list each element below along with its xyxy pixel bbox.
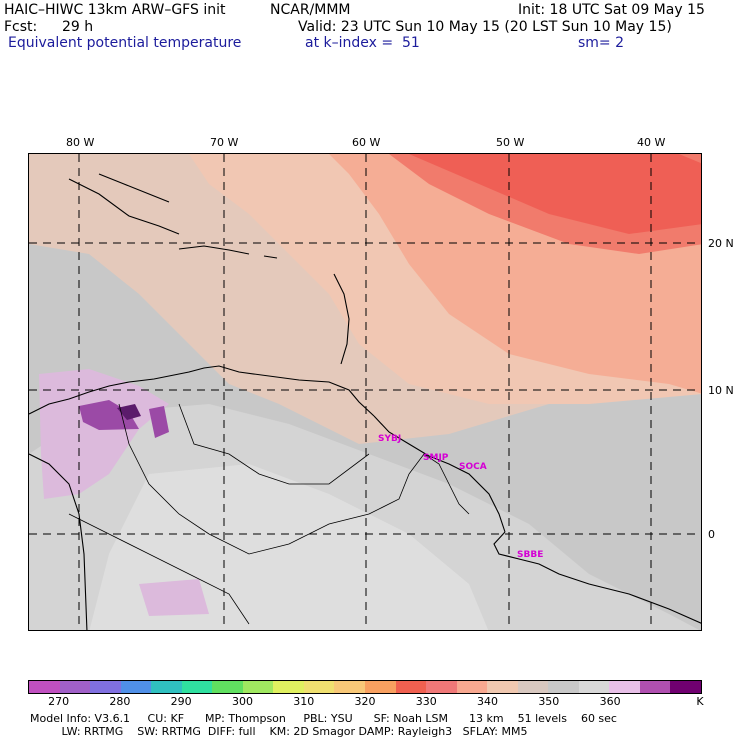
colorbar — [28, 680, 702, 694]
colorbar-swatch — [120, 681, 152, 693]
colorbar-swatch — [29, 681, 60, 693]
theta-e-region-330 — [409, 154, 701, 234]
init-time: Init: 18 UTC Sat 09 May 15 — [518, 2, 705, 18]
colorbar-swatch — [212, 681, 243, 693]
theta-e-map: SYBJ SMJP SOCA SBBE — [28, 153, 702, 631]
colorbar-swatch — [578, 681, 610, 693]
colorbar-tick-label: 340 — [477, 695, 499, 708]
border-line — [408, 453, 470, 515]
colorbar-tick-label: 290 — [170, 695, 192, 708]
model-info-line2: LW: RRTMG SW: RRTMG DIFF: full KM: 2D Sm… — [30, 725, 528, 738]
colorbar-tick-label: 360 — [599, 695, 621, 708]
lon-label: 60 W — [352, 136, 381, 149]
coastlines — [29, 173, 701, 630]
colorbar-swatch — [90, 681, 121, 693]
border-line — [118, 403, 410, 555]
colorbar-swatch — [426, 681, 457, 693]
colorbar-tick-label: 300 — [231, 695, 253, 708]
cuba-coast — [68, 178, 180, 235]
map-canvas — [29, 154, 701, 630]
colorbar-swatch — [303, 681, 335, 693]
colorbar-swatch — [59, 681, 91, 693]
colorbar-unit: K — [696, 695, 704, 708]
station-label: SBBE — [517, 550, 544, 560]
station-label: SMJP — [423, 453, 449, 463]
colorbar-swatch — [242, 681, 274, 693]
lon-label: 70 W — [210, 136, 239, 149]
colorbar-swatch — [395, 681, 427, 693]
model-info-line1: Model Info: V3.6.1 CU: KF MP: Thompson P… — [30, 712, 617, 725]
brazil-coast — [493, 531, 701, 624]
valid-time: Valid: 23 UTC Sun 10 May 15 (20 LST Sun … — [298, 19, 672, 35]
colorbar-swatch — [151, 681, 182, 693]
colorbar-tick-label: 350 — [538, 695, 560, 708]
puerto-rico-coast — [263, 255, 278, 259]
model-title: HAIC–HIWC 13km ARW–GFS init — [4, 2, 226, 18]
lesser-antilles-coast — [333, 273, 350, 365]
lat-label: 0 — [708, 528, 715, 541]
cuba-north-coast — [98, 173, 170, 203]
station-label: SOCA — [459, 462, 487, 472]
theta-e-region-365 — [39, 369, 169, 499]
lon-label: 50 W — [496, 136, 525, 149]
theta-e-region-365 — [139, 579, 209, 616]
colorbar-swatch — [670, 681, 702, 693]
theta-e-region-370 — [149, 406, 169, 438]
pacific-coast — [29, 453, 88, 630]
lat-label: 10 N — [708, 384, 734, 397]
lon-label: 40 W — [637, 136, 666, 149]
lon-label: 80 W — [66, 136, 95, 149]
colorbar-tick-label: 310 — [293, 695, 315, 708]
venezuela-coast — [29, 365, 375, 417]
colorbar-tick-label: 330 — [415, 695, 437, 708]
colorbar-swatch — [181, 681, 213, 693]
hispaniola-coast — [178, 245, 250, 255]
colorbar-swatch — [517, 681, 549, 693]
colorbar-tick-label: 270 — [48, 695, 70, 708]
field-name: Equivalent potential temperature — [8, 35, 242, 51]
border-line — [68, 513, 250, 625]
colorbar-swatch — [487, 681, 518, 693]
colorbar-tick-label: 280 — [109, 695, 131, 708]
smoothing-label: sm= 2 — [578, 35, 625, 51]
colorbar-ticks: 270 280 290 300 310 320 330 340 350 360 — [28, 695, 702, 709]
colorbar-swatch — [365, 681, 396, 693]
center-label: NCAR/MMM — [270, 2, 351, 18]
country-borders — [68, 403, 470, 625]
lat-label: 20 N — [708, 237, 734, 250]
colorbar-swatch — [548, 681, 579, 693]
fcst-value: 29 h — [62, 19, 94, 35]
fcst-label: Fcst: — [4, 19, 38, 35]
colorbar-swatch — [273, 681, 304, 693]
colorbar-swatch — [639, 681, 671, 693]
colorbar-swatch — [456, 681, 488, 693]
level-label: at k–index = 51 — [305, 35, 420, 51]
colorbar-swatch — [334, 681, 366, 693]
guianas-coast — [373, 415, 506, 533]
graticule — [29, 154, 701, 630]
colorbar-tick-label: 320 — [354, 695, 376, 708]
theta-e-region-375 — [117, 404, 141, 420]
border-line — [178, 403, 370, 485]
station-label: SYBJ — [378, 434, 402, 444]
colorbar-swatch — [609, 681, 640, 693]
